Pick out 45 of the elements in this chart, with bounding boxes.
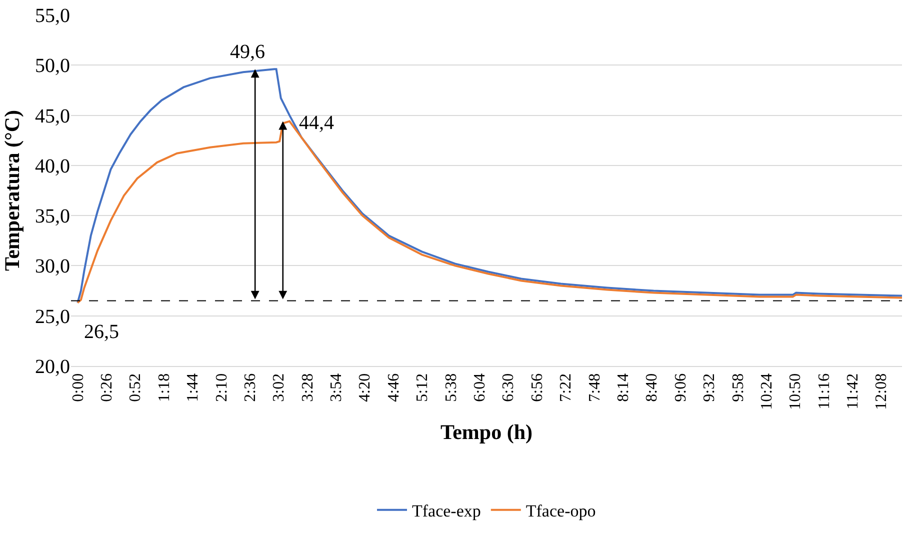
x-tick-label: 4:46 [385, 373, 402, 402]
x-tick-label: 0:52 [127, 373, 144, 402]
x-tick-label: 1:44 [184, 373, 202, 402]
y-tick-label: 45,0 [35, 105, 70, 128]
x-tick-label: 4:20 [356, 373, 374, 402]
x-axis-title: Tempo (h) [440, 420, 532, 444]
x-tick-label: 9:06 [672, 373, 690, 402]
y-tick-label: 40,0 [35, 155, 70, 178]
x-tick-label: 2:36 [242, 373, 259, 402]
y-tick-label: 50,0 [35, 55, 70, 78]
x-tick-label: 2:10 [213, 373, 230, 402]
y-tick-label: 30,0 [35, 256, 70, 278]
x-tick-label: 6:56 [528, 373, 546, 402]
x-tick-label: 10:50 [787, 373, 804, 410]
x-tick-label: 5:12 [414, 373, 432, 402]
x-tick-label: 7:48 [586, 373, 604, 402]
y-tick-label: 35,0 [35, 206, 70, 228]
x-tick-label: 3:02 [270, 373, 288, 402]
legend-label: Tface-opo [526, 502, 596, 521]
y-tick-label: 25,0 [35, 306, 70, 328]
x-tick-label: 11:16 [816, 373, 833, 410]
x-tick-label: 3:54 [328, 373, 346, 402]
x-tick-label: 6:30 [500, 373, 518, 402]
x-tick-label: 10:24 [758, 373, 776, 410]
y-axis-title: Temperatura (°C) [0, 110, 24, 272]
y-tick-label: 20,0 [35, 356, 70, 378]
x-tick-label: 8:14 [614, 373, 632, 402]
x-tick-label: 6:04 [472, 373, 489, 402]
x-tick-label: 11:42 [844, 373, 862, 410]
line-series [76, 68, 902, 304]
x-tick-label: 12:08 [873, 373, 890, 410]
annotation: 44,4 [299, 112, 334, 134]
x-tick-label: 0:00 [70, 373, 87, 402]
x-tick-label: 1:18 [156, 373, 173, 402]
x-tick-label: 8:40 [644, 373, 661, 402]
x-tick-label: 7:22 [558, 373, 575, 402]
legend-label: Tface-exp [412, 502, 481, 521]
y-tick-label: 55,0 [35, 5, 70, 27]
x-tick-label: 9:32 [701, 373, 718, 402]
x-tick-label: 5:38 [442, 373, 460, 402]
x-tick-label: 3:28 [299, 373, 316, 402]
annotation: 26,5 [84, 321, 119, 343]
x-tick-label: 0:26 [98, 373, 116, 402]
x-tick-label: 9:58 [730, 373, 747, 402]
annotation: 49,6 [230, 41, 265, 63]
